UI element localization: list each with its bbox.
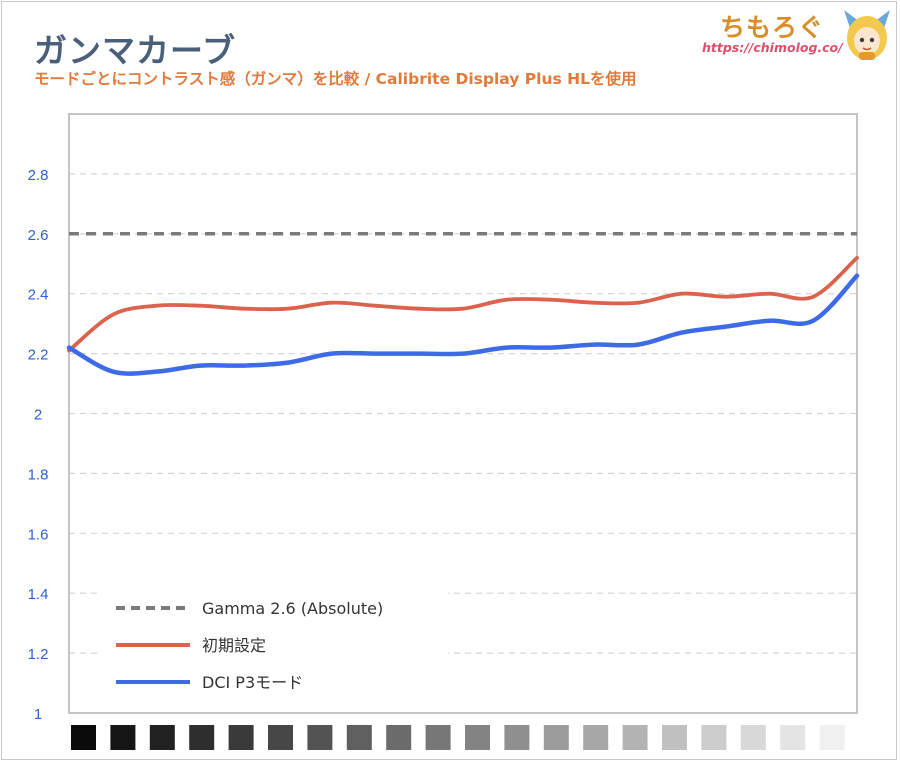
gray-swatch — [268, 725, 293, 750]
series-lines — [66, 232, 860, 376]
gray-swatch — [701, 725, 727, 750]
gray-swatch — [740, 725, 766, 750]
gray-swatch — [110, 725, 136, 750]
y-tick-label: 1.2 — [28, 646, 49, 663]
mascot-avatar-icon — [844, 10, 890, 60]
gray-swatch — [425, 725, 451, 750]
y-tick-label: 2.8 — [28, 167, 49, 184]
legend-label: 初期設定 — [202, 636, 266, 655]
y-tick-label: 1.8 — [28, 466, 49, 483]
gray-swatch — [662, 725, 687, 750]
series-line-initial — [67, 255, 859, 353]
y-tick-label: 2.6 — [28, 227, 49, 244]
y-tick-label: 1.6 — [28, 526, 49, 543]
gray-swatch — [583, 725, 609, 750]
page-title: ガンマカーブ — [34, 31, 237, 70]
gray-swatch — [622, 725, 648, 750]
site-logo[interactable]: ちもろぐ https://chimolog.co/ — [700, 6, 896, 64]
legend-label: DCI P3モード — [202, 673, 303, 692]
gray-swatch — [780, 725, 806, 750]
gray-swatch — [71, 725, 96, 750]
legend: Gamma 2.6 (Absolute) 初期設定 DCI P3モード — [100, 588, 448, 706]
y-tick-label: 2 — [34, 407, 42, 424]
plot-area — [68, 113, 858, 714]
gray-swatch — [307, 725, 333, 750]
gray-swatches — [71, 725, 845, 750]
gray-swatch — [386, 725, 412, 750]
gray-swatch — [819, 725, 845, 750]
gray-swatch — [149, 725, 175, 750]
y-tick-label: 2.2 — [28, 347, 49, 364]
page-subtitle: モードごとにコントラスト感（ガンマ）を比較 / Calibrite Displa… — [34, 70, 637, 88]
gray-swatch — [465, 725, 490, 750]
gray-swatch — [189, 725, 215, 750]
logo-url[interactable]: https://chimolog.co/ — [702, 40, 843, 55]
gray-swatch — [504, 725, 530, 750]
series-line-dci-p3 — [66, 273, 860, 376]
y-axis-ticks: 1 1.2 1.4 1.6 1.8 2 2.2 2.4 2.6 2.8 — [28, 167, 49, 723]
legend-label: Gamma 2.6 (Absolute) — [202, 599, 383, 618]
gray-swatch — [228, 725, 254, 750]
logo-text: ちもろぐ — [720, 13, 825, 42]
y-tick-label: 1 — [34, 706, 42, 723]
y-tick-label: 2.4 — [28, 287, 49, 304]
y-tick-label: 1.4 — [28, 586, 49, 603]
grid-lines — [69, 173, 857, 654]
gray-swatch — [543, 725, 569, 750]
gray-swatch — [346, 725, 372, 750]
